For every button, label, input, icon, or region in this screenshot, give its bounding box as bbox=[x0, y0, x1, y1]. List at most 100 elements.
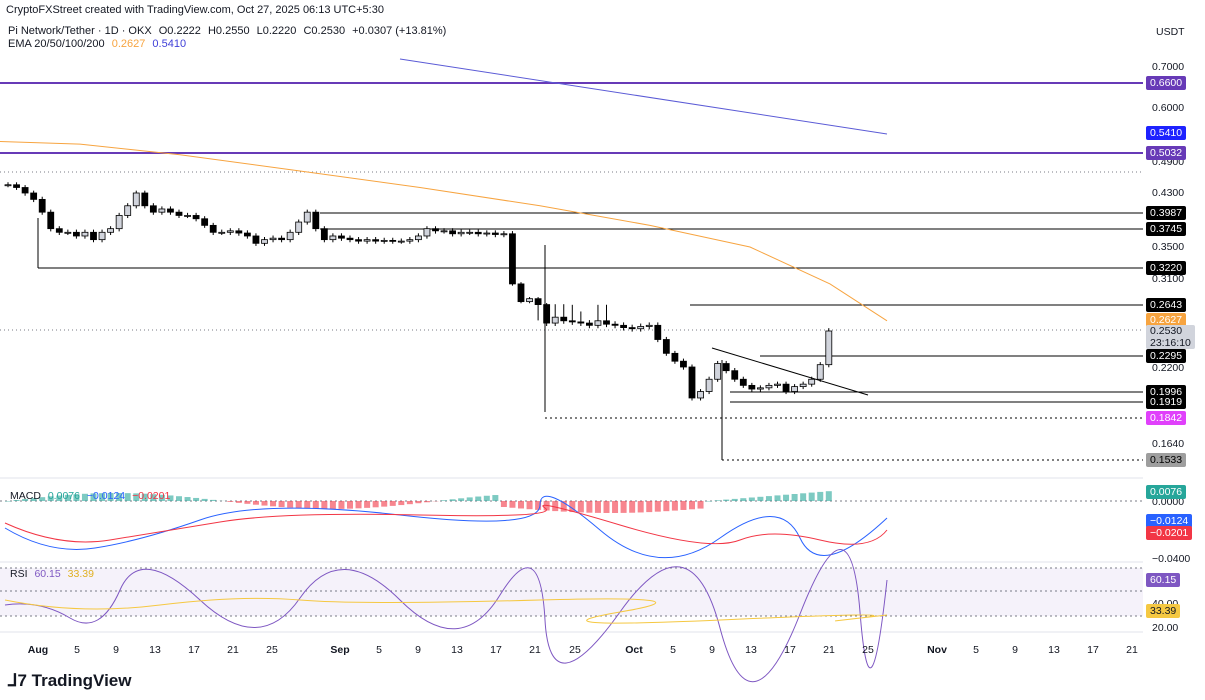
x-tick-22: 5 bbox=[973, 644, 979, 656]
x-tick-13: 25 bbox=[569, 644, 581, 656]
macd-hist-bar-29 bbox=[252, 501, 259, 505]
candle-body-84 bbox=[722, 363, 730, 372]
candle-body-91 bbox=[782, 383, 790, 392]
x-tick-14: Oct bbox=[625, 644, 643, 656]
macd-hist-bar-82 bbox=[706, 501, 713, 502]
x-tick-24: 13 bbox=[1048, 644, 1060, 656]
macd-hist-bar-38 bbox=[329, 501, 336, 509]
candle-body-61 bbox=[526, 298, 533, 303]
macd-hist-bar-10 bbox=[90, 493, 97, 501]
macd-hist-bar-11 bbox=[99, 493, 106, 501]
macd-hist-bar-76 bbox=[654, 501, 661, 512]
x-tick-17: 13 bbox=[745, 644, 757, 656]
macd-hist-bar-23 bbox=[201, 498, 208, 501]
axis-tick-3: 0.4300 bbox=[1152, 187, 1185, 199]
candle-body-21 bbox=[184, 215, 191, 217]
candle-body-47 bbox=[406, 239, 414, 242]
candle-body-54 bbox=[466, 231, 474, 234]
rsi-value: 60.15 bbox=[34, 568, 61, 580]
candle-countdown: 23:16:10 bbox=[1150, 337, 1191, 349]
macd-hist-bar-80 bbox=[689, 501, 695, 510]
macd-hist-bar-93 bbox=[800, 493, 807, 501]
macd-hist-bar-64 bbox=[552, 501, 559, 512]
macd-hist-bar-55 bbox=[475, 496, 482, 501]
descending-trendline bbox=[711, 347, 869, 396]
candle-body-15 bbox=[132, 192, 140, 207]
macd-hist-bar-5 bbox=[47, 496, 54, 501]
x-tick-3: 13 bbox=[149, 644, 161, 656]
macd-hist-bar-85 bbox=[731, 498, 738, 501]
macd-hist-bar-46 bbox=[398, 501, 405, 506]
candle-body-96 bbox=[825, 330, 833, 366]
candle-body-71 bbox=[611, 323, 619, 326]
macd-hist-bar-6 bbox=[56, 495, 63, 501]
macd-hist-bar-70 bbox=[603, 501, 610, 513]
macd-hist-bar-16 bbox=[141, 493, 148, 501]
candle-body-18 bbox=[158, 208, 166, 213]
candle-body-55 bbox=[474, 231, 482, 235]
candle-body-58 bbox=[500, 233, 508, 236]
candle-body-34 bbox=[295, 221, 303, 233]
macd-hist-bar-72 bbox=[620, 501, 627, 513]
candle-body-77 bbox=[662, 339, 670, 354]
candle-body-72 bbox=[620, 324, 627, 328]
candle-body-29 bbox=[252, 235, 260, 244]
x-tick-16: 9 bbox=[709, 644, 715, 656]
x-tick-5: 21 bbox=[227, 644, 239, 656]
ohlc-close: C0.2530 bbox=[303, 25, 346, 37]
macd-hist-value: 0.0076 bbox=[47, 490, 80, 502]
candle-body-9 bbox=[81, 231, 89, 237]
candle-body-83 bbox=[714, 363, 722, 380]
candle-body-68 bbox=[586, 322, 593, 326]
macd-hist-bar-53 bbox=[458, 498, 465, 501]
candle-body-90 bbox=[774, 383, 781, 386]
candle-body-26 bbox=[226, 230, 234, 233]
macd-hist-bar-58 bbox=[500, 501, 507, 507]
candle-body-43 bbox=[372, 239, 380, 242]
candle-body-82 bbox=[705, 378, 713, 392]
macd-hist-bar-60 bbox=[518, 501, 524, 509]
candle-body-62 bbox=[534, 298, 542, 305]
rsi-line bbox=[4, 549, 888, 683]
x-tick-25: 17 bbox=[1087, 644, 1099, 656]
candle-body-12 bbox=[107, 228, 114, 233]
candle-body-69 bbox=[594, 320, 602, 326]
macd-hist-bar-26 bbox=[227, 501, 234, 502]
rsi-tag: 60.15 bbox=[1146, 573, 1181, 587]
candle-body-33 bbox=[286, 231, 294, 241]
macd-hist-bar-14 bbox=[124, 493, 131, 501]
price-label-1: 0.5410 bbox=[1146, 126, 1187, 140]
candle-body-49 bbox=[423, 228, 431, 237]
macd-hist-bar-59 bbox=[509, 501, 516, 508]
candle-body-59 bbox=[509, 233, 516, 285]
price-label-11: 0.1842 bbox=[1146, 411, 1187, 425]
macd-hist-bar-19 bbox=[167, 495, 174, 501]
macd-hist-bar-45 bbox=[389, 501, 396, 506]
ohlc-open: O0.2222 bbox=[158, 25, 201, 37]
x-tick-26: 21 bbox=[1126, 644, 1138, 656]
price-label-6: 0.2643 bbox=[1146, 298, 1187, 312]
macd-hist-bar-79 bbox=[680, 501, 687, 510]
macd-hist-bar-77 bbox=[663, 501, 670, 512]
macd-hist-bar-52 bbox=[449, 499, 456, 501]
macd-hist-bar-90 bbox=[774, 495, 781, 501]
x-tick-8: 5 bbox=[376, 644, 382, 656]
macd-hist-bar-33 bbox=[287, 501, 294, 508]
ema100-line bbox=[0, 140, 888, 322]
candle-body-28 bbox=[243, 232, 251, 237]
candle-body-74 bbox=[637, 326, 645, 330]
ema-label: EMA 20/50/100/200 bbox=[8, 38, 105, 50]
macd-hist-bar-69 bbox=[594, 501, 601, 513]
candle-body-3 bbox=[30, 192, 38, 200]
candle-body-88 bbox=[757, 387, 764, 390]
price-label-2: 0.5032 bbox=[1146, 146, 1187, 160]
macd-hist-bar-91 bbox=[783, 494, 790, 501]
created-by-text: CryptoFXStreet created with TradingView.… bbox=[6, 4, 384, 16]
candle-body-63 bbox=[543, 304, 551, 324]
axis-tick-5: 0.3100 bbox=[1152, 273, 1185, 285]
candle-body-93 bbox=[799, 383, 807, 388]
x-tick-0: Aug bbox=[27, 644, 49, 656]
candle-body-94 bbox=[808, 378, 816, 385]
price-label-5: 0.3220 bbox=[1146, 261, 1187, 275]
